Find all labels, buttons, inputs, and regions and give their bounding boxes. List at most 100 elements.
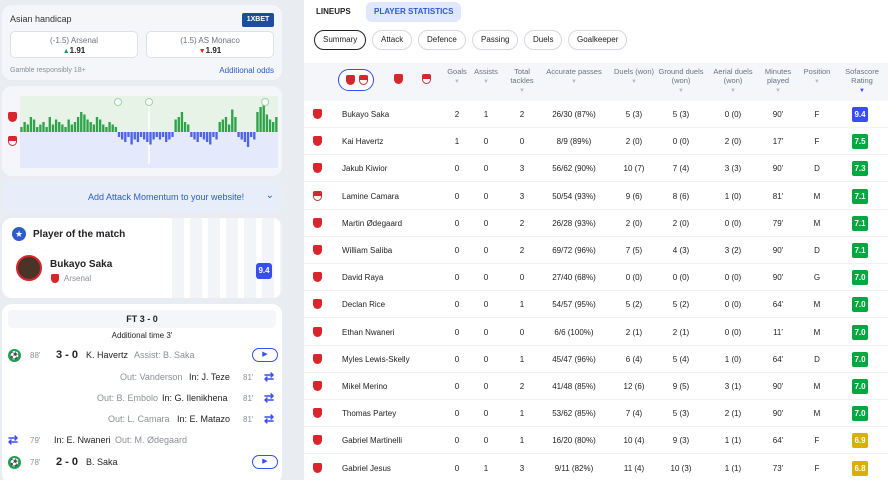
col-position[interactable]: Position ▼ xyxy=(800,67,834,87)
cell-tackles: 3 xyxy=(519,191,525,201)
tab-lineups[interactable]: LINEUPS xyxy=(316,7,351,16)
cell-pos: M xyxy=(813,327,821,337)
momentum-bar xyxy=(174,119,177,132)
odds-home-value: 1.91 xyxy=(69,46,86,55)
sort-icon: ▼ xyxy=(454,79,460,85)
momentum-bar xyxy=(98,119,102,132)
cell-tackles: 1 xyxy=(519,300,525,310)
cell-goals: 0 xyxy=(454,463,460,473)
cell-tackles: 1 xyxy=(519,354,525,364)
cell-ground: 0 (0) xyxy=(672,137,690,147)
filter-passing[interactable]: Passing xyxy=(472,30,519,50)
table-row[interactable]: Lamine Camara 0 0 3 50/54 (93%) 9 (6) 8 (6) 1 (… xyxy=(304,183,888,210)
table-row[interactable]: Myles Lewis-Skelly 0 0 1 45/47 (96%) 6 (4) 5 (… xyxy=(304,346,888,373)
player-name[interactable]: Gabriel Jesus xyxy=(342,463,391,473)
cell-goals: 1 xyxy=(454,137,460,147)
team-filter-monaco[interactable] xyxy=(422,74,431,84)
tab-player-statistics[interactable]: PLAYER STATISTICS xyxy=(366,2,462,22)
table-row[interactable]: Ethan Nwaneri 0 0 0 6/6 (100%) 2 (1) 2 (1) 0 (0… xyxy=(304,319,888,346)
col-duels[interactable]: Duels (won) ▼ xyxy=(614,67,655,85)
filter-summary[interactable]: Summary xyxy=(314,30,367,50)
bookmaker-logo[interactable]: 1XBET xyxy=(242,13,274,27)
filter-defence[interactable]: Defence xyxy=(418,30,466,50)
odds-home-button[interactable]: (-1.5) Arsenal ▲1.91 xyxy=(10,31,138,58)
arsenal-crest-icon xyxy=(346,75,355,85)
table-row[interactable]: Kai Havertz 1 0 0 8/9 (89%) 2 (0) 0 (0) 2 (0) 17… xyxy=(304,128,888,156)
event-minute: 81' xyxy=(243,373,254,382)
col-rating[interactable]: Sofascore Rating ▼ xyxy=(838,67,886,96)
play-video-button[interactable]: ▶ xyxy=(252,348,278,362)
col-ground-duels[interactable]: Ground duels (won) ▼ xyxy=(656,67,706,96)
additional-odds-link[interactable]: Additional odds xyxy=(219,66,274,75)
cell-ground: 9 (3) xyxy=(672,436,690,446)
table-row[interactable]: Gabriel Martinelli 0 0 1 16/20 (80%) 10 (4) 9 … xyxy=(304,427,888,455)
cell-goals: 0 xyxy=(454,164,460,174)
potm-rating-badge: 9.4 xyxy=(256,263,272,279)
momentum-bar xyxy=(246,132,250,147)
table-row[interactable]: David Raya 0 0 0 27/40 (68%) 0 (0) 0 (0) 0 (0) 9… xyxy=(304,264,888,292)
cell-minutes: 17' xyxy=(772,137,784,147)
event-scorer: K. Havertz xyxy=(86,350,129,360)
col-accurate-passes[interactable]: Accurate passes ▼ xyxy=(542,67,606,87)
player-name[interactable]: Martin Ødegaard xyxy=(342,218,403,228)
widget-link-bar[interactable]: Add Attack Momentum to your website! ⌄ xyxy=(2,182,282,212)
cell-aerial: 1 (1) xyxy=(724,463,742,473)
odds-away-button[interactable]: (1.5) AS Monaco ▼1.91 xyxy=(146,31,274,58)
odds-away-value: 1.91 xyxy=(205,46,222,55)
cell-assists: 0 xyxy=(483,164,489,174)
table-row[interactable]: William Saliba 0 0 2 69/72 (96%) 7 (5) 4 (3) 3 … xyxy=(304,237,888,264)
col-total-tackles[interactable]: Total tackles ▼ xyxy=(506,67,538,96)
player-name[interactable]: Myles Lewis-Skelly xyxy=(342,354,410,364)
player-name[interactable]: Jakub Kiwior xyxy=(342,164,388,174)
rating-badge: 6.9 xyxy=(852,433,868,449)
arrow-up-icon: ▲ xyxy=(62,48,70,55)
col-goals[interactable]: Goals ▼ xyxy=(444,67,470,87)
player-name[interactable]: Gabriel Martinelli xyxy=(342,436,403,446)
event-minute: 81' xyxy=(243,415,254,424)
player-name[interactable]: Lamine Camara xyxy=(342,191,399,201)
cell-minutes: 64' xyxy=(772,436,784,446)
cell-duels: 0 (0) xyxy=(625,273,643,283)
player-name[interactable]: David Raya xyxy=(342,273,384,283)
cell-aerial: 0 (0) xyxy=(724,218,742,228)
filter-attack[interactable]: Attack xyxy=(372,30,413,50)
momentum-bar xyxy=(149,132,152,145)
player-name[interactable]: Bukayo Saka xyxy=(342,110,390,119)
momentum-bar xyxy=(95,117,99,132)
filter-goalkeeper[interactable]: Goalkeeper xyxy=(568,30,628,50)
sub-in: In: E. Matazo xyxy=(177,414,231,424)
cell-duels: 7 (5) xyxy=(625,246,643,255)
table-row[interactable]: Bukayo Saka 2 1 2 26/30 (87%) 5 (3) 5 (3) 0 (0)… xyxy=(304,101,888,128)
table-row[interactable]: Mikel Merino 0 0 2 41/48 (85%) 12 (6) 9 (5) 3 (… xyxy=(304,373,888,400)
cell-ground: 5 (3) xyxy=(672,110,690,119)
table-row[interactable]: Jakub Kiwior 0 0 3 56/62 (90%) 10 (7) 7 (4) 3 (… xyxy=(304,155,888,183)
play-video-button[interactable]: ▶ xyxy=(252,455,278,469)
momentum-bar xyxy=(26,124,29,132)
player-name[interactable]: Mikel Merino xyxy=(342,382,388,391)
player-name[interactable]: Thomas Partey xyxy=(342,409,397,419)
filter-duels[interactable]: Duels xyxy=(524,30,563,50)
cell-minutes: 90' xyxy=(772,246,784,255)
col-assists[interactable]: Assists ▼ xyxy=(470,67,502,87)
rating-badge: 7.0 xyxy=(852,324,868,340)
col-minutes-played[interactable]: Minutes played ▼ xyxy=(758,67,798,96)
sub-in: In: J. Teze xyxy=(189,372,230,382)
player-name[interactable]: William Saliba xyxy=(342,246,393,255)
player-name[interactable]: Declan Rice xyxy=(342,300,386,310)
cell-duels: 7 (4) xyxy=(625,409,643,419)
cell-assists: 0 xyxy=(483,409,489,419)
goal-marker-icon xyxy=(114,98,123,106)
cell-goals: 0 xyxy=(454,436,460,446)
table-row[interactable]: Declan Rice 0 0 1 54/57 (95%) 5 (2) 5 (2) 0 (0)… xyxy=(304,291,888,319)
table-row[interactable]: Gabriel Jesus 0 1 3 9/11 (82%) 11 (4) 10 (3) 1 … xyxy=(304,455,888,480)
player-of-the-match-card[interactable]: ★ Player of the match Bukayo Saka Arsena… xyxy=(2,218,282,298)
table-row[interactable]: Martin Ødegaard 0 0 2 26/28 (93%) 2 (0) 2 (0) 0… xyxy=(304,210,888,237)
team-filter-arsenal[interactable] xyxy=(394,74,403,84)
rating-badge: 6.8 xyxy=(852,460,868,476)
table-row[interactable]: Thomas Partey 0 0 1 53/62 (85%) 7 (4) 5 (3) 2 (… xyxy=(304,400,888,428)
momentum-bar xyxy=(133,132,136,140)
player-name[interactable]: Ethan Nwaneri xyxy=(342,327,395,337)
team-filter-both[interactable] xyxy=(338,69,374,91)
col-aerial-duels[interactable]: Aerial duels (won) ▼ xyxy=(710,67,756,96)
player-name[interactable]: Kai Havertz xyxy=(342,137,384,147)
